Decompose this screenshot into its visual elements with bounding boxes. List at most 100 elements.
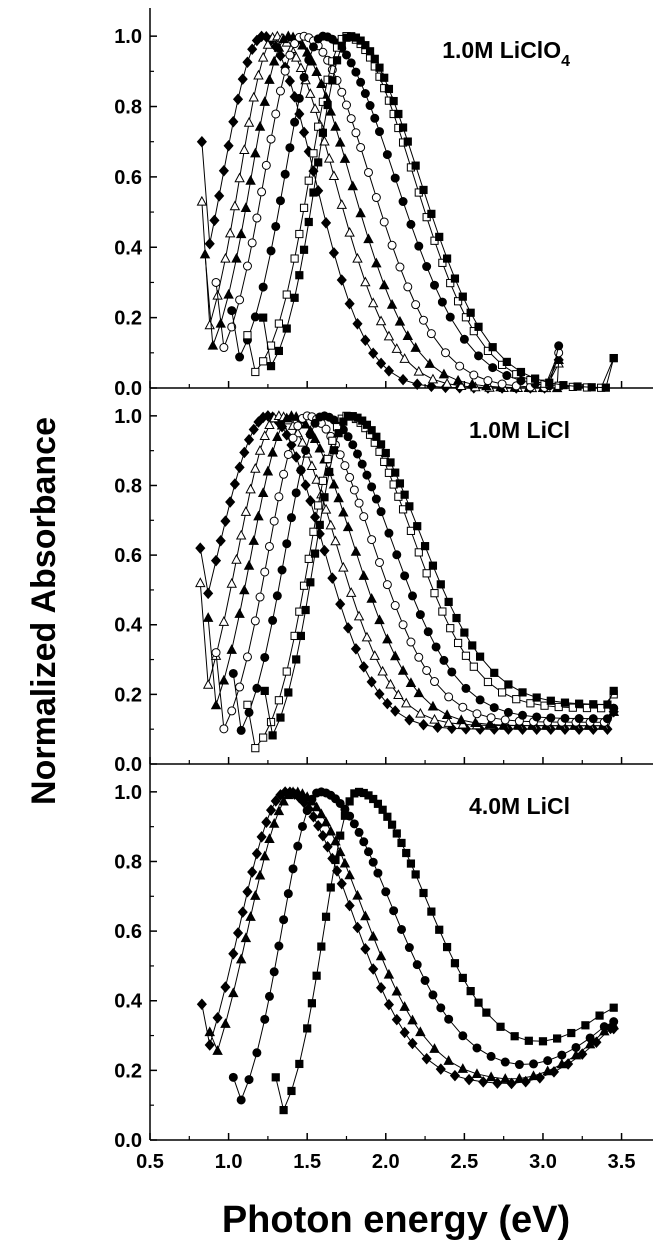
data-point xyxy=(411,161,420,170)
data-point xyxy=(397,838,406,848)
data-point xyxy=(309,103,321,113)
data-point xyxy=(344,869,355,880)
data-point xyxy=(424,358,436,368)
data-point xyxy=(503,707,513,717)
data-point xyxy=(310,549,320,558)
data-point xyxy=(385,678,396,689)
data-point xyxy=(352,318,363,330)
data-point xyxy=(305,430,315,440)
data-point xyxy=(498,719,509,730)
data-point xyxy=(320,493,329,502)
y-tick-label: 0.2 xyxy=(114,684,142,706)
data-point xyxy=(350,643,361,655)
data-point xyxy=(404,943,414,953)
data-point xyxy=(405,502,414,511)
data-point xyxy=(382,580,392,590)
data-point xyxy=(387,820,397,829)
data-point xyxy=(361,41,370,50)
data-point xyxy=(320,503,332,514)
data-point xyxy=(360,89,370,99)
data-point xyxy=(255,592,265,602)
data-point xyxy=(266,134,276,144)
data-point xyxy=(298,126,310,139)
data-point xyxy=(251,744,260,753)
data-point xyxy=(282,324,291,333)
data-point xyxy=(450,274,460,283)
data-point xyxy=(369,650,381,660)
data-point xyxy=(264,991,274,1001)
data-point xyxy=(253,69,264,80)
data-point xyxy=(336,831,345,840)
data-point xyxy=(383,812,392,821)
data-point xyxy=(383,968,395,979)
data-point xyxy=(311,801,322,812)
data-point xyxy=(482,1008,491,1017)
data-point xyxy=(447,667,457,677)
data-point xyxy=(284,75,295,87)
data-point xyxy=(546,713,556,723)
y-tick-label: 0.4 xyxy=(114,991,143,1013)
data-point xyxy=(490,668,499,677)
x-tick-label: 1.0 xyxy=(215,1151,243,1173)
data-point xyxy=(312,971,321,980)
data-point xyxy=(427,209,436,218)
data-point xyxy=(345,797,354,806)
data-point xyxy=(290,39,300,49)
series-line xyxy=(215,415,615,731)
data-point xyxy=(330,121,341,131)
data-point xyxy=(220,981,231,993)
data-point xyxy=(423,627,433,637)
data-point xyxy=(358,661,369,673)
data-point xyxy=(245,483,256,494)
data-point xyxy=(377,665,388,676)
y-tick-label: 0.2 xyxy=(114,308,142,330)
data-point xyxy=(374,127,384,137)
data-point xyxy=(252,213,262,223)
data-point xyxy=(403,282,413,292)
data-point xyxy=(318,476,328,485)
data-point xyxy=(553,1034,562,1043)
data-point xyxy=(344,226,355,237)
data-point xyxy=(335,598,346,610)
data-point xyxy=(304,176,313,185)
data-point xyxy=(500,1057,510,1067)
data-point xyxy=(220,515,231,527)
data-point xyxy=(260,567,270,577)
data-point xyxy=(265,804,277,816)
data-point xyxy=(497,379,507,389)
data-point xyxy=(560,713,570,723)
data-point xyxy=(352,921,363,934)
panel-label: 1.0M LiClO4 xyxy=(442,37,570,70)
data-point xyxy=(430,589,439,598)
data-point xyxy=(602,714,612,724)
data-point xyxy=(457,1063,469,1073)
data-point xyxy=(328,436,337,445)
data-point xyxy=(346,114,356,124)
data-point xyxy=(442,942,452,952)
data-point xyxy=(321,424,331,434)
data-point xyxy=(366,676,377,688)
data-point xyxy=(215,535,226,547)
data-point xyxy=(339,153,351,163)
data-point xyxy=(375,950,387,961)
data-point xyxy=(478,1076,489,1088)
data-point xyxy=(356,142,366,152)
data-point xyxy=(461,313,471,322)
x-axis-title: Photon energy (eV) xyxy=(222,1199,570,1241)
data-point xyxy=(418,718,429,731)
data-point xyxy=(271,221,281,231)
data-point xyxy=(328,76,337,85)
data-point xyxy=(334,136,346,147)
data-point xyxy=(384,528,394,538)
data-point xyxy=(254,869,266,880)
data-point xyxy=(259,733,268,742)
y-tick-label: 0.4 xyxy=(114,615,143,637)
data-point xyxy=(314,501,323,510)
data-point xyxy=(323,100,332,110)
x-tick-label: 2.0 xyxy=(372,1151,400,1173)
data-point xyxy=(326,883,335,892)
data-point xyxy=(280,169,290,179)
data-point xyxy=(304,554,313,563)
data-point xyxy=(334,429,343,438)
data-point xyxy=(240,932,252,943)
